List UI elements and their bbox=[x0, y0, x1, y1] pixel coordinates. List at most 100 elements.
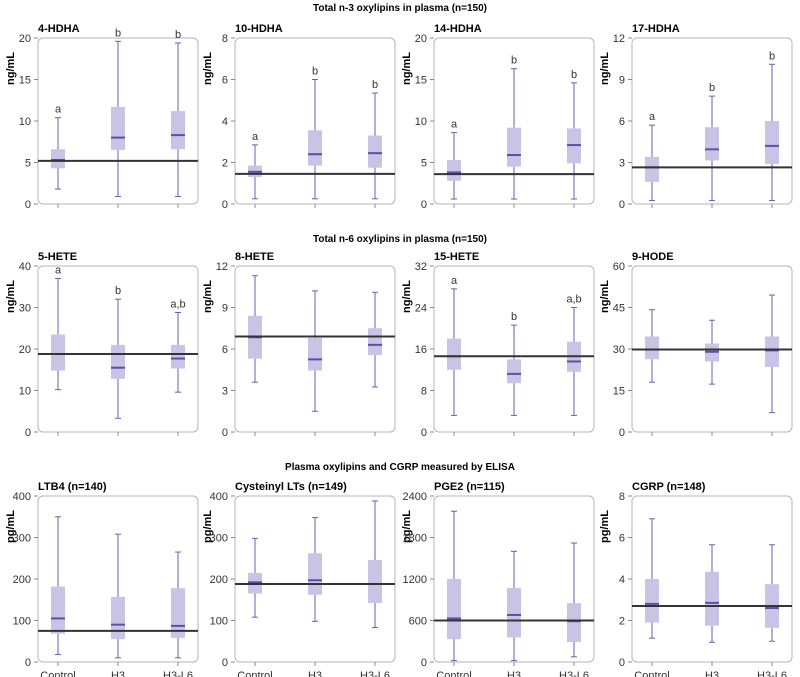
y-tick-label: 24 bbox=[415, 303, 427, 315]
significance-label: a bbox=[55, 264, 62, 276]
y-tick-label: 4 bbox=[222, 116, 228, 128]
box-h3-l6: b bbox=[765, 50, 779, 202]
iqr-box bbox=[447, 338, 461, 370]
y-tick-label: 2 bbox=[222, 158, 228, 170]
y-tick-label: 200 bbox=[210, 574, 228, 586]
panel-7: 15-HETE ng/mL 0 8 16 24 32 a b a,b bbox=[401, 251, 595, 439]
significance-label: b bbox=[709, 82, 715, 94]
y-tick-label: 8 bbox=[222, 33, 228, 45]
x-tick-label: H3-L6 bbox=[360, 670, 390, 677]
box-h3 bbox=[705, 319, 719, 385]
iqr-box bbox=[447, 579, 461, 640]
panel-title: LTB4 (n=140) bbox=[38, 481, 107, 493]
section-title-n3: Total n-3 oxylipins in plasma (n=150) bbox=[313, 3, 487, 14]
box-h3: b bbox=[111, 285, 125, 419]
section-title-elisa: Plasma oxylipins and CGRP measured by EL… bbox=[285, 462, 515, 473]
y-tick-label: 20 bbox=[415, 33, 427, 45]
iqr-box bbox=[507, 587, 521, 638]
significance-label: b bbox=[372, 79, 378, 91]
y-tick-label: 2 bbox=[619, 616, 625, 628]
y-axis-label: ng/mL bbox=[599, 280, 611, 313]
y-tick-label: 40 bbox=[19, 261, 31, 273]
significance-label: b bbox=[175, 29, 181, 41]
y-tick-label: 6 bbox=[222, 75, 228, 87]
y-tick-label: 300 bbox=[13, 533, 31, 545]
box-control bbox=[51, 516, 65, 656]
y-tick-label: 0 bbox=[222, 199, 228, 211]
y-tick-label: 9 bbox=[222, 303, 228, 315]
panel-title: 8-HETE bbox=[235, 251, 274, 263]
y-axis-label: ng/mL bbox=[202, 52, 214, 85]
iqr-box bbox=[111, 106, 125, 151]
box-control: a bbox=[51, 104, 65, 190]
significance-label: b bbox=[511, 311, 517, 323]
box-h3: b bbox=[507, 55, 521, 200]
significance-label: b bbox=[769, 50, 775, 62]
box-control bbox=[248, 537, 262, 618]
y-tick-label: 15 bbox=[415, 75, 427, 87]
box-h3-l6 bbox=[567, 542, 581, 658]
x-tick-label: Control bbox=[40, 670, 75, 677]
y-tick-label: 400 bbox=[210, 491, 228, 503]
iqr-box bbox=[507, 359, 521, 384]
box-h3: b bbox=[308, 66, 322, 200]
y-tick-label: 30 bbox=[19, 303, 31, 315]
panel-2: 10-HDHA ng/mL 0 2 4 6 8 a b b bbox=[202, 23, 396, 211]
y-axis-label: pg/mL bbox=[401, 510, 413, 543]
significance-label: a bbox=[649, 111, 656, 123]
y-tick-label: 8 bbox=[619, 491, 625, 503]
box-h3-l6 bbox=[368, 291, 382, 388]
y-tick-label: 1200 bbox=[403, 574, 427, 586]
y-axis-label: ng/mL bbox=[401, 280, 413, 313]
box-control: a bbox=[51, 264, 65, 391]
iqr-box bbox=[308, 553, 322, 595]
significance-label: a bbox=[451, 275, 458, 287]
y-tick-label: 0 bbox=[619, 427, 625, 439]
box-h3: b bbox=[705, 82, 719, 202]
iqr-box bbox=[447, 160, 461, 181]
panel-title: CGRP (n=148) bbox=[632, 481, 706, 493]
panel-8: 9-HODE ng/mL 0 15 30 45 60 bbox=[599, 251, 793, 439]
y-tick-label: 30 bbox=[613, 344, 625, 356]
box-control: a bbox=[645, 111, 659, 202]
panel-title: Cysteinyl LTs (n=149) bbox=[235, 481, 347, 493]
panel-title: 4-HDHA bbox=[38, 23, 80, 35]
panel-title: 15-HETE bbox=[434, 251, 479, 263]
box-control: a bbox=[248, 131, 262, 200]
box-h3-l6 bbox=[368, 500, 382, 629]
y-tick-label: 0 bbox=[25, 657, 31, 669]
iqr-box bbox=[171, 111, 185, 150]
y-tick-label: 9 bbox=[619, 75, 625, 87]
box-h3 bbox=[308, 517, 322, 622]
y-tick-label: 0 bbox=[421, 427, 427, 439]
y-tick-label: 0 bbox=[222, 657, 228, 669]
x-tick-label: Control bbox=[634, 670, 669, 677]
y-tick-label: 10 bbox=[415, 116, 427, 128]
iqr-box bbox=[111, 596, 125, 640]
iqr-box bbox=[111, 344, 125, 379]
x-tick-label: H3-L6 bbox=[757, 670, 787, 677]
y-axis-label: pg/mL bbox=[202, 510, 214, 543]
y-tick-label: 6 bbox=[619, 533, 625, 545]
iqr-box bbox=[51, 334, 65, 371]
box-h3-l6 bbox=[765, 294, 779, 414]
x-tick-label: H3 bbox=[705, 670, 719, 677]
box-control bbox=[447, 510, 461, 662]
iqr-box bbox=[645, 579, 659, 623]
y-tick-label: 8 bbox=[421, 386, 427, 398]
y-tick-label: 6 bbox=[619, 116, 625, 128]
y-axis-label: ng/mL bbox=[5, 280, 17, 313]
y-tick-label: 12 bbox=[613, 33, 625, 45]
iqr-box bbox=[507, 127, 521, 167]
significance-label: a,b bbox=[170, 298, 185, 310]
box-h3-l6: b bbox=[368, 79, 382, 200]
y-tick-label: 0 bbox=[421, 199, 427, 211]
y-tick-label: 300 bbox=[210, 533, 228, 545]
y-tick-label: 100 bbox=[13, 616, 31, 628]
panel-9: LTB4 (n=140) pg/mL 0 100 200 300 400 Control H3 H… bbox=[5, 481, 199, 677]
panel-title: 10-HDHA bbox=[235, 23, 283, 35]
iqr-box bbox=[705, 571, 719, 626]
y-tick-label: 20 bbox=[19, 33, 31, 45]
box-h3-l6 bbox=[765, 544, 779, 642]
